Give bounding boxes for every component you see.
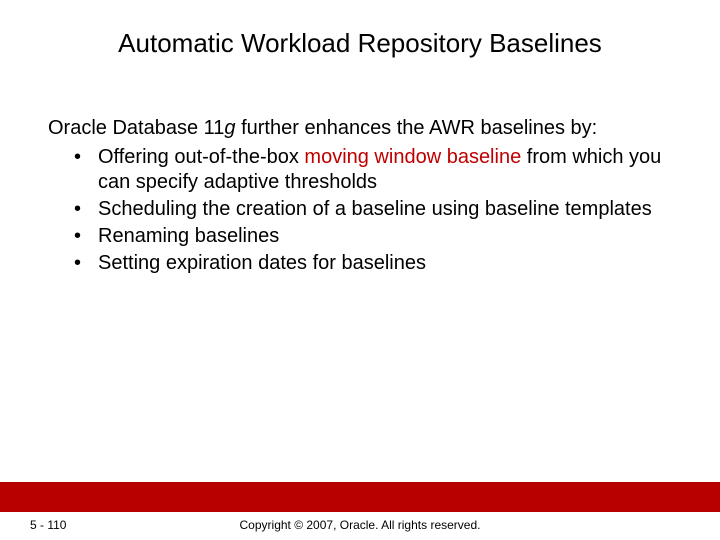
copyright-text: Copyright © 2007, Oracle. All rights res… xyxy=(0,518,720,532)
bullet-pre: Offering out-of-the-box xyxy=(98,146,304,168)
intro-suffix: further enhances the AWR baselines by: xyxy=(236,117,598,139)
bullet-pre: Renaming baselines xyxy=(98,225,279,247)
logo-dot-icon xyxy=(688,466,692,470)
slide-content: Oracle Database 11g further enhances the… xyxy=(48,116,672,278)
list-item: Scheduling the creation of a baseline us… xyxy=(74,197,672,222)
list-item: Renaming baselines xyxy=(74,224,672,249)
list-item: Offering out-of-the-box moving window ba… xyxy=(74,145,672,195)
oracle-logo: ORACLE xyxy=(621,459,692,479)
logo-text: ORACLE xyxy=(621,461,686,477)
bullet-highlight: moving window baseline xyxy=(304,146,521,168)
intro-text: Oracle Database 11g further enhances the… xyxy=(48,116,672,141)
bullet-pre: Setting expiration dates for baselines xyxy=(98,252,426,274)
bullet-list: Offering out-of-the-box moving window ba… xyxy=(48,145,672,276)
bullet-pre: Scheduling the creation of a baseline us… xyxy=(98,198,652,220)
intro-prefix: Oracle Database 11 xyxy=(48,117,224,139)
slide-title: Automatic Workload Repository Baselines xyxy=(0,28,720,59)
slide: Automatic Workload Repository Baselines … xyxy=(0,0,720,540)
list-item: Setting expiration dates for baselines xyxy=(74,251,672,276)
intro-italic: g xyxy=(224,117,235,139)
footer-bar: ORACLE xyxy=(0,482,720,512)
